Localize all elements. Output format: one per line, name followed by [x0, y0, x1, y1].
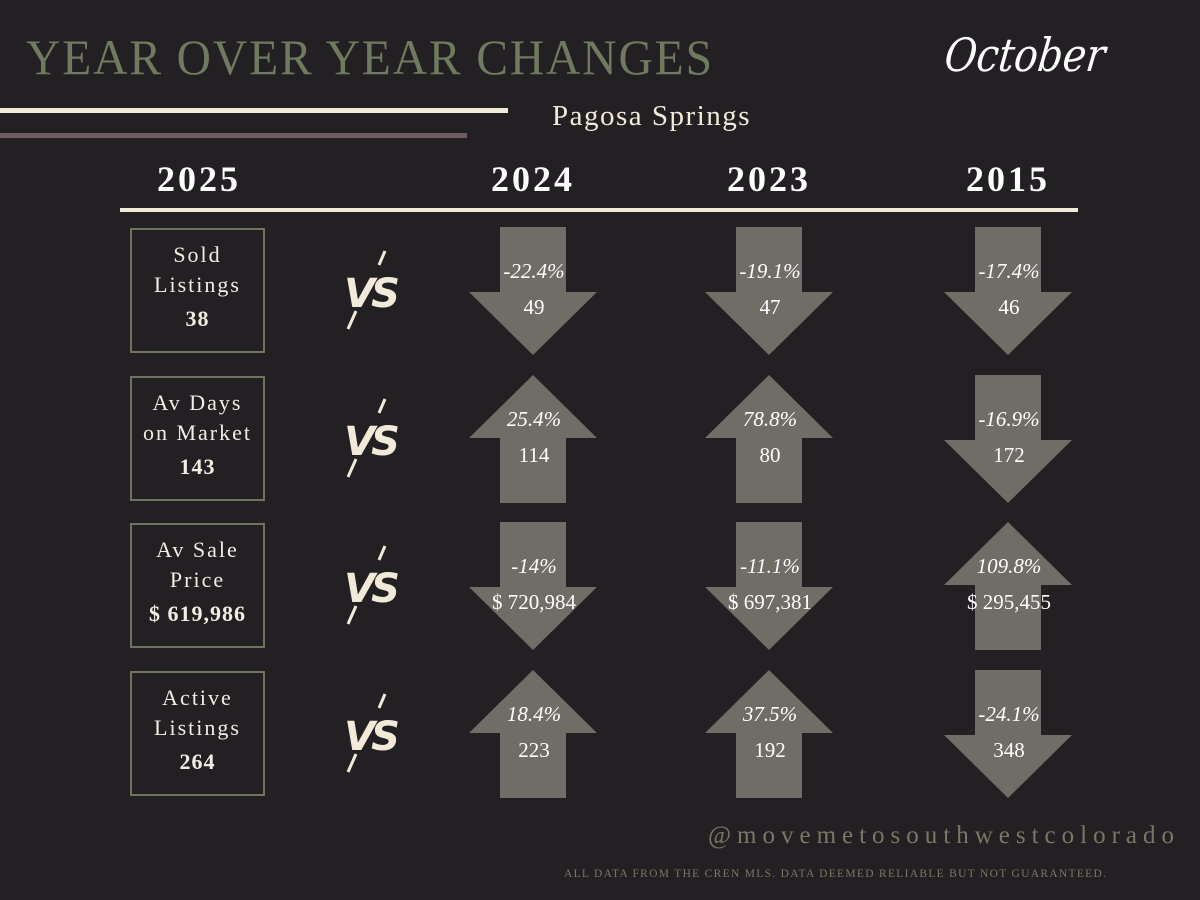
comparison-cell: -14% $ 720,984 [469, 522, 599, 652]
location-label: Pagosa Springs [552, 100, 752, 132]
svg-text:VS: VS [344, 714, 398, 760]
page-title: YEAR OVER YEAR CHANGES [26, 29, 714, 85]
arrow-down-icon [705, 522, 833, 650]
arrow-down-icon [469, 227, 597, 355]
comparison-cell: -19.1% 47 [705, 227, 835, 357]
comparison-cell: 18.4% 223 [469, 670, 599, 800]
year-header-current: 2025 [157, 159, 241, 199]
comparison-value: 114 [518, 443, 550, 467]
comparison-cell: -17.4% 46 [944, 227, 1074, 357]
arrow-down-icon [944, 227, 1072, 355]
month-label: October [941, 28, 1109, 82]
arrow-up-icon [469, 375, 597, 503]
percent-change: -17.4% [978, 259, 1040, 283]
year-header-2015: 2015 [966, 159, 1050, 199]
arrow-up-icon [705, 670, 833, 798]
metric-box: Sold Listings 38 [130, 228, 265, 353]
percent-change: 25.4% [506, 407, 562, 431]
vs-icon: VS [340, 397, 402, 487]
comparison-value: 47 [759, 295, 781, 319]
metric-box: Av Days on Market 143 [130, 376, 265, 501]
arrow-down-icon [944, 375, 1072, 503]
comparison-value: $ 697,381 [728, 590, 812, 614]
svg-text:VS: VS [344, 419, 398, 465]
metric-value-current: $ 619,986 [149, 601, 246, 626]
decorative-line-mauve [0, 133, 467, 138]
metric-label: Active Listings [154, 685, 241, 740]
arrow-up-icon [944, 522, 1072, 650]
comparison-value: 348 [993, 738, 1025, 762]
percent-change: 18.4% [506, 702, 562, 726]
percent-change: 78.8% [742, 407, 798, 431]
comparison-cell: -22.4% 49 [469, 227, 599, 357]
comparison-cell: -24.1% 348 [944, 670, 1074, 800]
percent-change: -19.1% [739, 259, 801, 283]
arrow-up-icon [469, 670, 597, 798]
comparison-value: 49 [523, 295, 545, 319]
percent-change: -11.1% [740, 554, 800, 578]
header-divider [120, 208, 1078, 212]
comparison-value: 80 [759, 443, 781, 467]
svg-text:VS: VS [344, 271, 398, 317]
decorative-line-cream [0, 108, 508, 113]
percent-change: -14% [511, 554, 557, 578]
metric-value-current: 264 [179, 749, 216, 774]
comparison-cell: 25.4% 114 [469, 375, 599, 505]
metric-value-current: 143 [179, 454, 216, 479]
vs-icon: VS [340, 249, 402, 339]
vs-icon: VS [340, 544, 402, 634]
disclaimer: ALL DATA FROM THE CREN MLS. DATA DEEMED … [564, 868, 1108, 880]
comparison-value: 46 [998, 295, 1020, 319]
year-header-2023: 2023 [727, 159, 811, 199]
year-header-2024: 2024 [491, 159, 575, 199]
percent-change: 37.5% [742, 702, 798, 726]
social-handle: @movemetosouthwestcolorado [708, 822, 1181, 849]
comparison-cell: -16.9% 172 [944, 375, 1074, 505]
metric-value-current: 38 [185, 306, 210, 331]
metric-label: Sold Listings [154, 242, 241, 297]
comparison-value: $ 720,984 [492, 590, 576, 614]
metric-box: Active Listings 264 [130, 671, 265, 796]
comparison-cell: 37.5% 192 [705, 670, 835, 800]
comparison-cell: 109.8% $ 295,455 [944, 522, 1074, 652]
comparison-cell: -11.1% $ 697,381 [705, 522, 835, 652]
arrow-down-icon [705, 227, 833, 355]
metric-label: Av Days on Market [142, 390, 253, 445]
percent-change: -16.9% [978, 407, 1040, 431]
percent-change: -24.1% [978, 702, 1040, 726]
comparison-cell: 78.8% 80 [705, 375, 835, 505]
percent-change: -22.4% [503, 259, 565, 283]
percent-change: 109.8% [976, 554, 1042, 578]
arrow-down-icon [469, 522, 597, 650]
comparison-value: 172 [993, 443, 1025, 467]
comparison-value: 223 [518, 738, 550, 762]
arrow-up-icon [705, 375, 833, 503]
vs-icon: VS [340, 692, 402, 782]
comparison-value: $ 295,455 [967, 590, 1051, 614]
metric-label: Av Sale Price [156, 537, 239, 592]
comparison-value: 192 [754, 738, 786, 762]
metric-box: Av Sale Price $ 619,986 [130, 523, 265, 648]
svg-text:VS: VS [344, 566, 398, 612]
arrow-down-icon [944, 670, 1072, 798]
